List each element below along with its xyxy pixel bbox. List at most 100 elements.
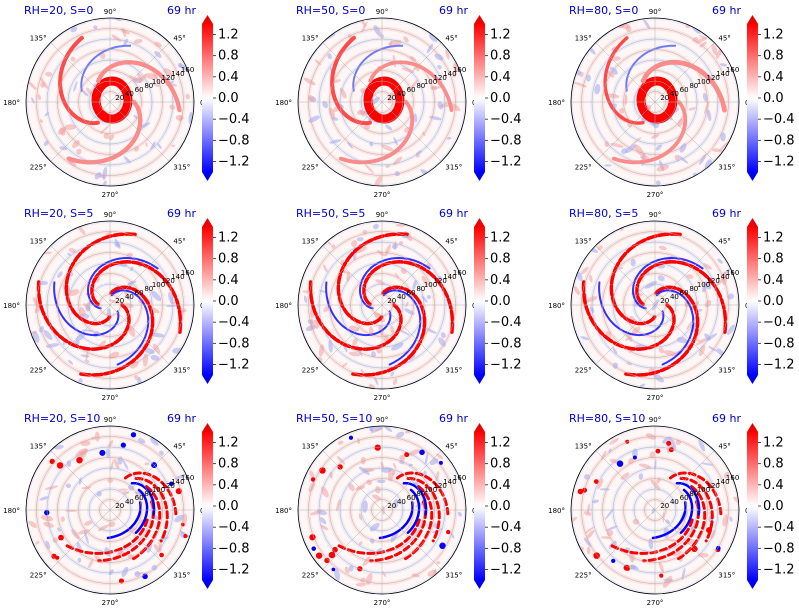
- outer-cell: [328, 551, 336, 559]
- field-speckle: [573, 81, 587, 88]
- convective-cell: [336, 518, 421, 555]
- colorbar-tick-label: −0.8: [490, 336, 522, 351]
- field-speckle: [127, 325, 136, 337]
- angle-tick-label: 180°: [548, 99, 565, 107]
- field-speckle: [364, 164, 375, 174]
- field-speckle: [391, 243, 398, 250]
- angle-tick-label: 90°: [649, 8, 661, 16]
- field-speckle: [445, 48, 450, 60]
- colorbar-tick-label: 0.4: [218, 70, 239, 85]
- field-speckle: [358, 513, 363, 521]
- field-speckle: [718, 141, 729, 152]
- field-speckle: [158, 539, 162, 552]
- field-speckle: [114, 242, 121, 248]
- colorbar-tick-label: 0.8: [490, 457, 511, 472]
- colorbar-tick-label: −0.4: [490, 315, 522, 330]
- field-speckle: [80, 440, 91, 447]
- convective-cell: [406, 477, 441, 543]
- field-speckle: [170, 144, 176, 147]
- colorbar-tick-label: 0.0: [763, 294, 784, 309]
- field-speckle: [630, 564, 639, 570]
- radial-tick-label: 100: [152, 486, 165, 494]
- outer-cell: [438, 460, 443, 465]
- outer-cell: [439, 542, 446, 550]
- field-speckle: [373, 25, 382, 37]
- field-speckle: [57, 271, 63, 278]
- grid-spoke: [50, 450, 111, 511]
- radial-tick-label: 40: [397, 293, 406, 301]
- field-speckle: [399, 454, 406, 461]
- field-speckle: [586, 546, 591, 555]
- field-speckle: [72, 140, 80, 149]
- negative-band: [80, 44, 132, 92]
- radial-tick-label: 80: [144, 285, 153, 293]
- field-speckle: [605, 525, 618, 532]
- radial-tick-label: 120: [434, 482, 447, 490]
- field-speckle: [604, 164, 612, 167]
- field-speckle: [314, 59, 322, 66]
- colorbar-gradient: [202, 227, 213, 375]
- field-speckle: [322, 100, 328, 109]
- field-speckle: [594, 83, 601, 95]
- field-speckle: [123, 38, 128, 46]
- field-speckle: [662, 575, 673, 588]
- radial-tick-label: 40: [670, 498, 679, 506]
- angle-tick-label: 45°: [445, 443, 457, 451]
- field-speckle: [75, 333, 86, 341]
- field-speckle: [361, 21, 368, 33]
- colorbar-tick-label: 0.8: [763, 49, 784, 64]
- field-speckle: [625, 26, 632, 33]
- colorbar-tick-label: 1.2: [490, 231, 511, 246]
- field-speckle: [77, 557, 82, 563]
- radial-tick-label: 100: [424, 281, 437, 289]
- field-speckle: [354, 246, 367, 254]
- field-speckle: [96, 491, 102, 497]
- grid-spoke: [322, 101, 383, 162]
- radial-tick-label: 60: [407, 289, 416, 297]
- radial-tick-label: 80: [144, 490, 153, 498]
- colorbar-tick-label: 1.2: [490, 436, 511, 451]
- colorbar-tick-label: −0.4: [763, 315, 795, 330]
- panel-title: RH=20, S=5: [24, 207, 93, 220]
- field-speckle: [403, 36, 409, 43]
- field-speckle: [374, 175, 382, 186]
- field-speckle: [124, 290, 131, 301]
- radial-tick-label: 60: [135, 289, 144, 297]
- field-speckle: [84, 520, 93, 526]
- field-speckle: [323, 264, 328, 273]
- angle-tick-label: 225°: [575, 366, 592, 374]
- outer-cell: [616, 460, 624, 467]
- negative-cell: [679, 488, 694, 535]
- colorbar-gradient: [747, 227, 758, 375]
- polar-panel: 0°45°90°135°180°225°270°315°204060801001…: [3, 4, 249, 199]
- field-speckle: [584, 511, 592, 516]
- field-speckle: [38, 280, 48, 286]
- field-speckle: [723, 471, 730, 479]
- grid-spoke: [654, 245, 715, 306]
- field-speckle: [638, 473, 644, 480]
- field-speckle: [398, 329, 411, 336]
- angle-tick-label: 135°: [575, 238, 592, 246]
- field-speckle: [376, 348, 382, 354]
- convective-cell: [679, 477, 714, 543]
- field-speckle: [409, 56, 417, 62]
- field-speckle: [57, 527, 61, 532]
- grid-spoke: [322, 450, 383, 511]
- outer-cell: [632, 455, 637, 460]
- field-speckle: [308, 481, 316, 493]
- field-speckle: [401, 67, 415, 73]
- field-speckle: [676, 337, 688, 344]
- negative-band: [110, 289, 150, 366]
- field-speckle: [76, 148, 82, 155]
- field-speckle: [122, 491, 130, 495]
- radial-tick-label: 80: [416, 82, 425, 90]
- field-speckle: [93, 25, 98, 30]
- field-speckle: [188, 111, 193, 124]
- colorbar-tick-label: 0.8: [218, 252, 239, 267]
- colorbar-tick-label: 0.8: [763, 457, 784, 472]
- radial-tick-label: 20: [115, 94, 124, 102]
- field-speckle: [362, 500, 368, 513]
- field-speckle: [376, 479, 386, 484]
- outer-cell: [577, 488, 584, 495]
- field-speckle: [410, 79, 418, 91]
